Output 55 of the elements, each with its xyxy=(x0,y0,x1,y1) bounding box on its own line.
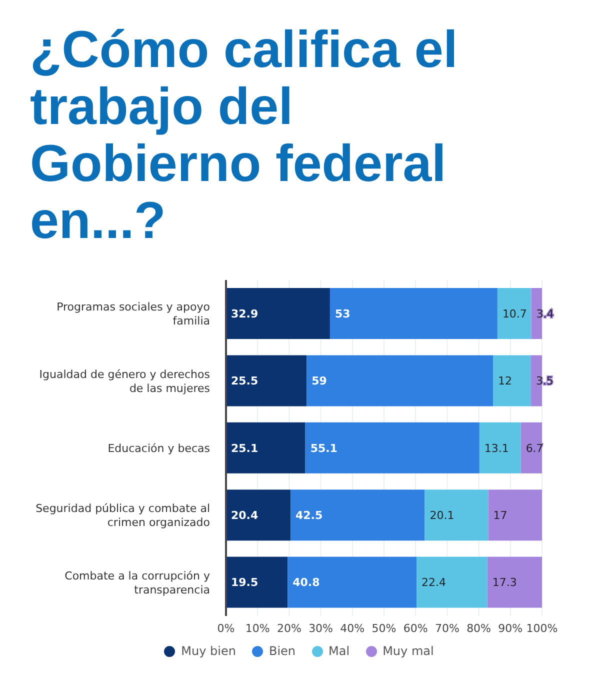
bar xyxy=(226,490,290,541)
x-tick-label: 80% xyxy=(466,622,492,635)
y-tick-label: Seguridad pública y combate al crimen organizado xyxy=(36,502,210,530)
bar xyxy=(226,355,307,406)
y-tick-label: Igualdad de género y derechos de las mujeres xyxy=(39,368,210,395)
data-label: 22.4 xyxy=(422,576,446,590)
bar xyxy=(288,556,417,608)
data-label: 19.5 xyxy=(231,576,258,590)
legend-label: Bien xyxy=(268,644,296,658)
data-label: 12 xyxy=(498,374,512,388)
bar xyxy=(290,490,425,541)
bar xyxy=(226,422,306,474)
x-tick-label: 70% xyxy=(434,622,460,635)
bar xyxy=(488,490,542,541)
data-label: 13.1 xyxy=(484,442,509,455)
data-label: 20.4 xyxy=(231,509,258,522)
bar xyxy=(497,288,532,339)
data-label: 10.7 xyxy=(502,307,527,320)
data-label: 53 xyxy=(334,307,350,320)
legend-label: Muy mal xyxy=(382,644,434,658)
bar xyxy=(305,422,480,474)
data-label: 20.1 xyxy=(430,509,454,522)
bar xyxy=(487,556,542,608)
data-label: 55.1 xyxy=(310,442,338,455)
legend-label: Muy bien xyxy=(181,644,236,658)
bar xyxy=(226,556,288,608)
data-label: 32.9 xyxy=(231,307,258,320)
x-tick-label: 0% xyxy=(217,622,235,635)
data-label: 17.3 xyxy=(492,576,517,590)
bar xyxy=(479,422,521,474)
data-label: 59 xyxy=(312,374,327,388)
y-tick-label: Programas sociales y apoyo familia xyxy=(56,300,210,328)
x-tick-label: 20% xyxy=(276,622,302,635)
x-tick-label: 60% xyxy=(403,622,428,635)
x-tick-label: 50% xyxy=(372,622,396,635)
legend-label: Mal xyxy=(328,644,350,658)
bar xyxy=(493,355,531,406)
bar xyxy=(416,556,488,608)
data-label: 25.1 xyxy=(231,442,258,455)
bar xyxy=(306,355,494,406)
data-label: 42.5 xyxy=(295,509,323,522)
y-tick-label: Educación y becas xyxy=(108,442,210,455)
y-tick-label: Combate a la corrupción y transparencia xyxy=(64,569,210,596)
data-label: 25.5 xyxy=(231,374,258,388)
x-tick-label: 40% xyxy=(340,622,365,635)
x-tick-label: 10% xyxy=(245,622,270,635)
bar xyxy=(226,288,330,339)
bar xyxy=(424,490,488,541)
x-tick-label: 90% xyxy=(498,622,523,635)
chart-title: ¿Cómo califica el trabajo del Gobierno federal en...? xyxy=(29,20,459,250)
bar xyxy=(330,288,498,339)
data-label: 17 xyxy=(493,509,508,522)
data-label: 40.8 xyxy=(292,576,320,590)
x-tick-label: 100% xyxy=(526,622,558,635)
x-tick-label: 30% xyxy=(308,622,334,635)
